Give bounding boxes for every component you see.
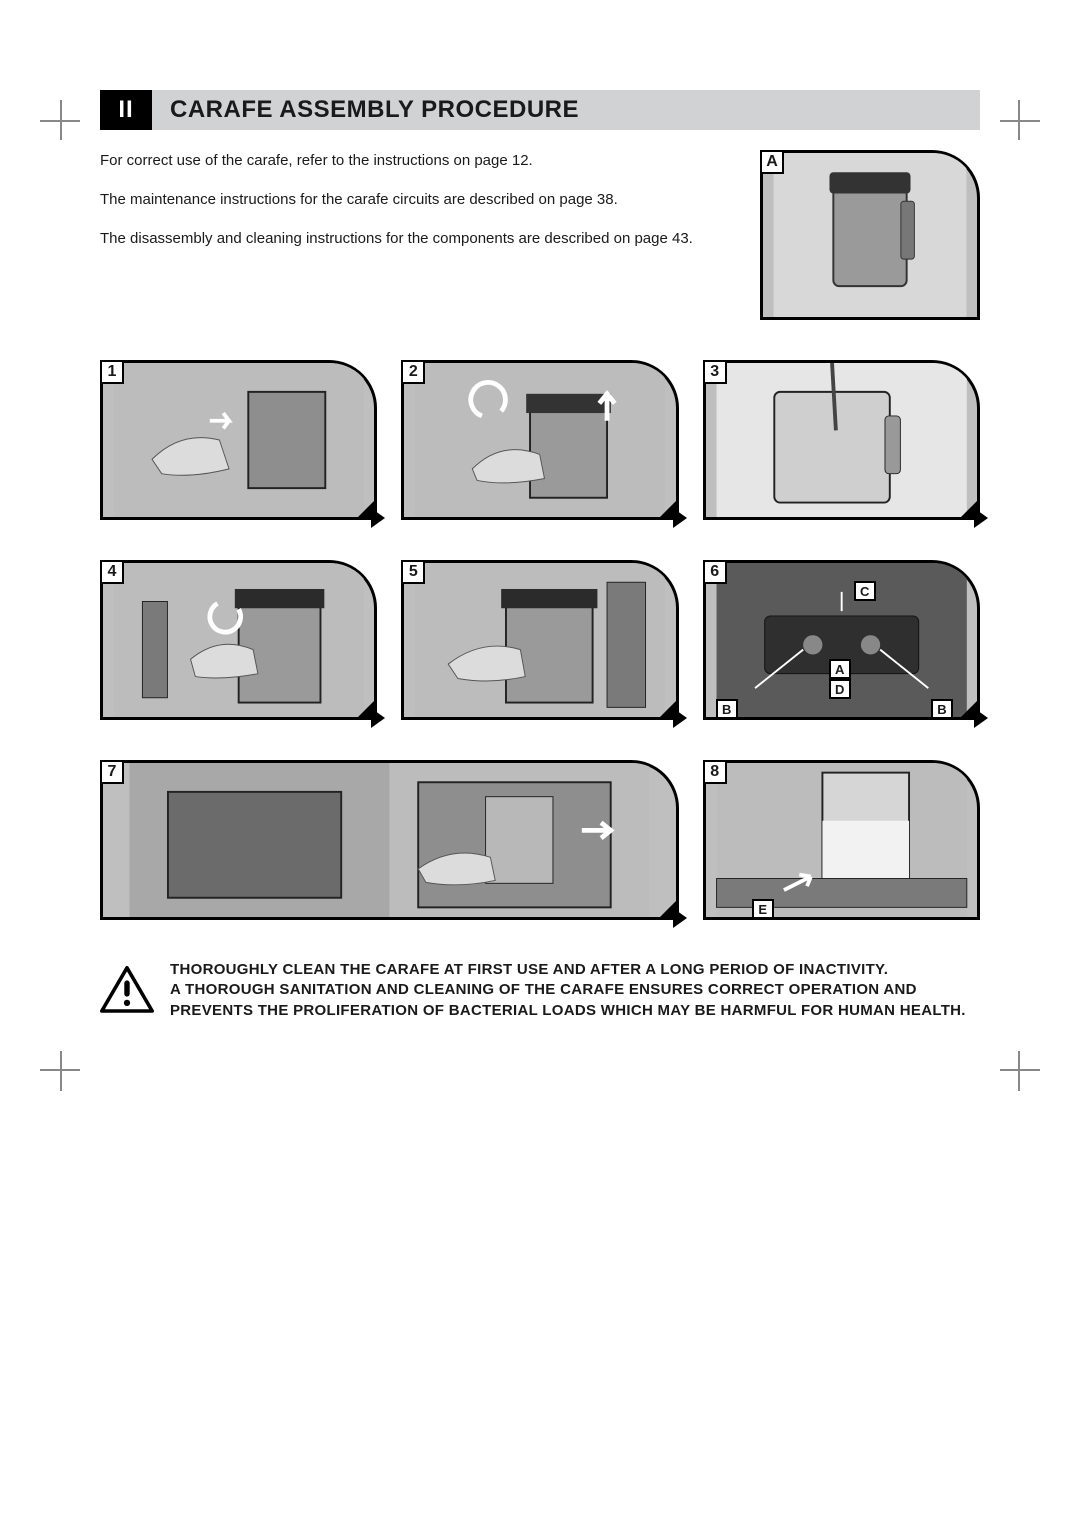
intro-line: The disassembly and cleaning instruction…: [100, 228, 740, 249]
figure-sublabel: D: [829, 679, 851, 699]
figure-sublabel: C: [854, 581, 876, 601]
step-illustration-icon: [706, 363, 977, 517]
step-illustration-icon: [706, 763, 977, 917]
figure-label: 8: [703, 760, 727, 784]
intro-line: For correct use of the carafe, refer to …: [100, 150, 740, 171]
figure-sublabel: B: [716, 699, 738, 719]
step-illustration-icon: [103, 563, 374, 717]
step-illustration-icon: [103, 363, 374, 517]
crop-mark-icon: [1000, 100, 1040, 140]
figure-label: 7: [100, 760, 124, 784]
figure-label: 4: [100, 560, 124, 584]
step-illustration-icon: [404, 363, 675, 517]
warning-text: THOROUGHLY CLEAN THE CARAFE AT FIRST USE…: [170, 960, 980, 1021]
figure-step-5: 5: [401, 560, 678, 720]
figure-label: 2: [401, 360, 425, 384]
figure-label: 6: [703, 560, 727, 584]
crop-mark-icon: [40, 1051, 80, 1091]
intro-block: For correct use of the carafe, refer to …: [100, 150, 980, 320]
figure-step-1: 1: [100, 360, 377, 520]
step-illustration-icon: [404, 563, 675, 717]
manual-page: II CARAFE ASSEMBLY PROCEDURE For correct…: [0, 90, 1080, 1101]
figure-label: 1: [100, 360, 124, 384]
figure-a-wrap: A: [760, 150, 980, 320]
figure-step-7: 7: [100, 760, 679, 920]
figure-sublabel: A: [829, 659, 851, 679]
section-header: II CARAFE ASSEMBLY PROCEDURE: [100, 90, 980, 130]
warning-block: THOROUGHLY CLEAN THE CARAFE AT FIRST USE…: [100, 960, 980, 1101]
section-title: CARAFE ASSEMBLY PROCEDURE: [152, 90, 980, 130]
warning-triangle-icon: [100, 966, 154, 1014]
figure-label: 3: [703, 360, 727, 384]
intro-line: The maintenance instructions for the car…: [100, 189, 740, 210]
warning-line: A THOROUGH SANITATION AND CLEANING OF TH…: [170, 980, 980, 1021]
crop-mark-icon: [40, 100, 80, 140]
figure-grid: 1 2 3 4: [100, 360, 980, 920]
figure-step-3: 3: [703, 360, 980, 520]
intro-text: For correct use of the carafe, refer to …: [100, 150, 740, 320]
figure-label: A: [760, 150, 784, 174]
section-number-badge: II: [100, 90, 152, 130]
figure-step-8: 8 E: [703, 760, 980, 920]
carafe-illustration-icon: [763, 153, 977, 317]
figure-step-2: 2: [401, 360, 678, 520]
warning-line: THOROUGHLY CLEAN THE CARAFE AT FIRST USE…: [170, 960, 980, 980]
figure-label: 5: [401, 560, 425, 584]
figure-a: A: [760, 150, 980, 320]
step-illustration-icon: [103, 763, 676, 917]
figure-step-4: 4: [100, 560, 377, 720]
figure-sublabel: E: [752, 899, 774, 919]
figure-step-6: 6 C A D B B: [703, 560, 980, 720]
figure-sublabel: B: [931, 699, 953, 719]
crop-mark-icon: [1000, 1051, 1040, 1091]
